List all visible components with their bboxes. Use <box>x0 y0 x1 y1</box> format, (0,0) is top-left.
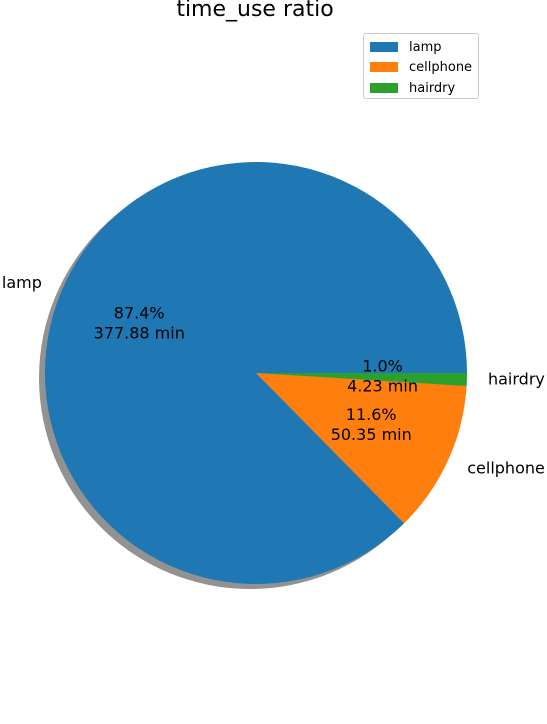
legend-label-cellphone: cellphone <box>409 59 473 75</box>
slice-percent-cellphone: 11.6% <box>346 405 397 424</box>
slice-value-hairdry: 4.23 min <box>347 376 418 395</box>
legend: lamp cellphone hairdry <box>363 33 479 99</box>
legend-swatch-cellphone <box>370 62 398 72</box>
slice-label-cellphone: cellphone <box>467 459 545 478</box>
chart-title: time_use ratio <box>176 0 334 22</box>
pie-slice-cellphone <box>256 373 467 524</box>
legend-swatch-hairdry <box>370 83 398 93</box>
legend-item-hairdry: hairdry <box>370 79 455 97</box>
legend-label-lamp: lamp <box>409 39 442 55</box>
slice-value-lamp: 377.88 min <box>94 324 185 343</box>
legend-item-lamp: lamp <box>370 38 442 56</box>
slice-percent-lamp: 87.4% <box>114 304 165 323</box>
pie-slice-hairdry <box>256 373 467 386</box>
legend-label-hairdry: hairdry <box>409 80 456 96</box>
slice-percent-hairdry: 1.0% <box>362 356 403 375</box>
slice-label-hairdry: hairdry <box>488 370 545 389</box>
slice-value-cellphone: 50.35 min <box>331 425 412 444</box>
legend-swatch-lamp <box>370 42 398 52</box>
legend-item-cellphone: cellphone <box>370 58 472 76</box>
slice-label-lamp: lamp <box>2 273 42 292</box>
